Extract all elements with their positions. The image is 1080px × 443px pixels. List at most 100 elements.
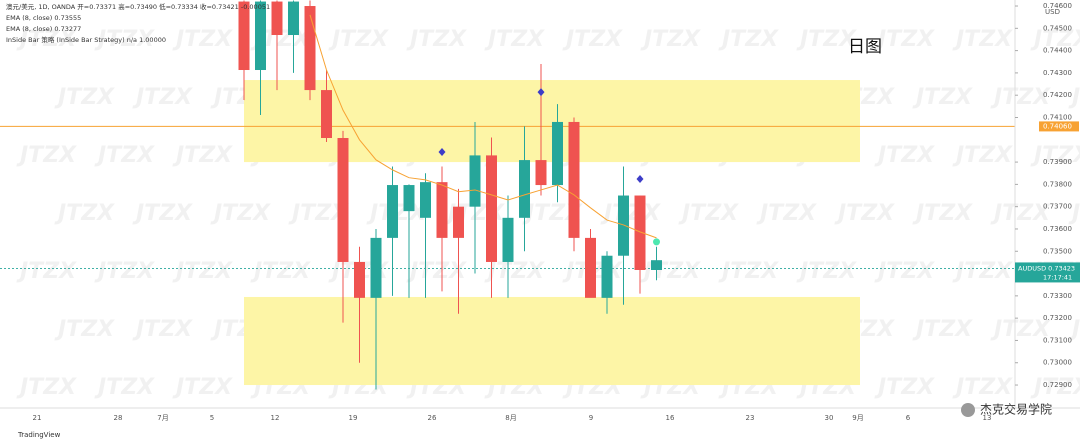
watermark: JTZX (952, 27, 1013, 52)
watermark: JTZX (328, 27, 389, 52)
candle-body (337, 138, 349, 262)
y-tick-label: 0.73600 (1043, 225, 1072, 233)
candle-body (453, 206, 464, 238)
y-tick-label: 0.74400 (1043, 47, 1072, 55)
watermark: JTZX (952, 259, 1013, 284)
watermark: JTZX (990, 317, 1051, 342)
x-tick-label: 28 (114, 414, 123, 422)
candle-body (255, 1, 266, 71)
x-tick-label: 6 (906, 414, 911, 422)
candle-body (486, 155, 497, 262)
watermark: JTZX (16, 27, 77, 52)
zone (244, 296, 860, 386)
brand: TradingView (17, 431, 61, 439)
watermark: JTZX (172, 27, 233, 52)
indicator-line: EMA (8, close) 0.73277 (6, 25, 81, 33)
symbol-line: 澳元/美元, 1D, OANDA 开=0.73371 高=0.73490 低=0… (6, 2, 270, 11)
x-tick-label: 21 (33, 414, 42, 422)
y-tick-label: 0.74500 (1043, 24, 1072, 32)
watermark: JTZX (94, 259, 155, 284)
level-label: 0.74060 (1043, 122, 1072, 130)
watermark: JTZX (16, 375, 77, 400)
y-tick-label: 0.72900 (1043, 381, 1072, 389)
watermark: JTZX (1030, 27, 1080, 52)
level-badge (1039, 121, 1079, 132)
watermark: JTZX (406, 259, 467, 284)
watermark: JTZX (54, 201, 115, 226)
y-tick-label: 0.73900 (1043, 158, 1072, 166)
watermark: JTZX (94, 375, 155, 400)
candle-body (387, 185, 398, 238)
y-tick-label: 0.73800 (1043, 180, 1072, 188)
candle-body (436, 182, 448, 238)
watermark: JTZX (16, 143, 77, 168)
x-tick-label: 26 (428, 414, 437, 422)
watermark: JTZX (796, 259, 857, 284)
watermark: JTZX (718, 259, 779, 284)
watermark: JTZX (640, 27, 701, 52)
candle-body (420, 182, 431, 218)
candle-body (568, 121, 580, 238)
watermark: JTZX (132, 317, 193, 342)
watermark: JTZX (1030, 143, 1080, 168)
watermark: JTZX (94, 27, 155, 52)
watermark: JTZX (132, 85, 193, 110)
watermark: JTZX (990, 85, 1051, 110)
x-tick-label: 30 (825, 414, 834, 422)
candle-body (552, 121, 563, 186)
watermark: JTZX (756, 201, 817, 226)
x-tick-label: 13 (983, 414, 992, 422)
candle-body (469, 155, 481, 207)
signal-diamond (438, 148, 446, 157)
x-tick-label: 5 (210, 414, 214, 422)
watermark: JTZX (562, 27, 623, 52)
watermark: JTZX (952, 375, 1013, 400)
watermark: JTZX (912, 201, 973, 226)
last-price-badge (1015, 262, 1080, 283)
last-price-time: 17:17:41 (1043, 273, 1072, 281)
plot (0, 0, 1015, 390)
watermark: JTZX (16, 259, 77, 284)
x-tick-label: 9 (589, 414, 593, 422)
candle-body (304, 6, 316, 91)
y-tick-label: 0.73200 (1043, 314, 1072, 322)
axes: 0.74600 0.74500 0.74400 0.74300 0.74200 0.741… (33, 2, 1080, 422)
watermark: JTZX (172, 375, 233, 400)
watermark: JTZX (600, 201, 661, 226)
watermark: JTZX (94, 143, 155, 168)
last-price-label: AUDUSD 0.73423 (1018, 264, 1075, 272)
candle-body (601, 255, 613, 298)
y-tick-label: 0.73500 (1043, 247, 1072, 255)
candle-body (651, 260, 662, 270)
x-tick-label: 9月 (852, 414, 863, 422)
watermark: JTZX (874, 259, 935, 284)
watermark: JTZX (990, 201, 1051, 226)
signal-diamond (537, 88, 545, 97)
candle-body (238, 1, 250, 71)
watermark: JTZX (1030, 375, 1080, 400)
y-tick-label: 0.73700 (1043, 203, 1072, 211)
watermark: JTZX (912, 317, 973, 342)
watermark: JTZX (718, 27, 779, 52)
candle-body (618, 195, 629, 256)
watermark: JTZX (874, 143, 935, 168)
signal-diamond (636, 175, 644, 184)
watermark: JTZX (640, 259, 701, 284)
footer: 杰克交易学院 (980, 402, 1052, 417)
y-tick-label: 0.73300 (1043, 292, 1072, 300)
watermark: JTZX (172, 259, 233, 284)
currency: USD (1045, 8, 1060, 16)
candle-body (370, 237, 382, 298)
watermark: JTZX (874, 27, 935, 52)
watermark: JTZX (132, 201, 193, 226)
watermark: JTZX (172, 143, 233, 168)
watermark: JTZX (406, 27, 467, 52)
watermark: JTZX (796, 27, 857, 52)
watermark: JTZX (210, 201, 271, 226)
y-tick-label: 0.73100 (1043, 336, 1072, 344)
ema-line (309, 14, 657, 239)
candle-body (288, 1, 299, 36)
candle-body (634, 195, 646, 270)
